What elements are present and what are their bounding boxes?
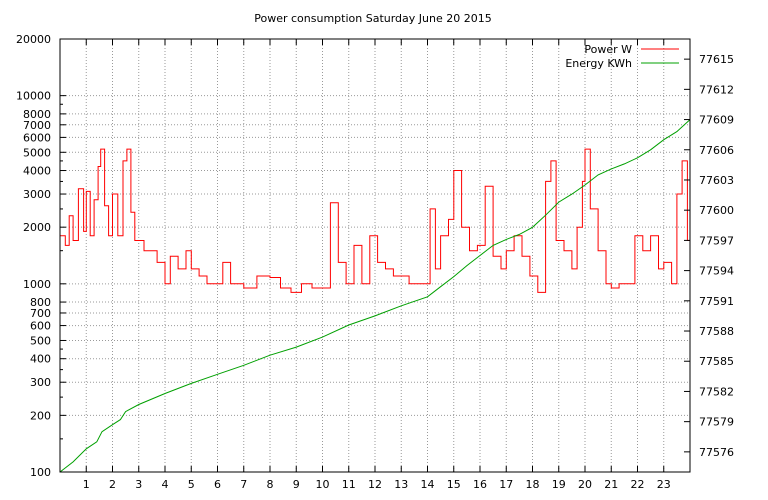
y-tick-label: 400: [30, 353, 51, 366]
series-layer: [59, 119, 691, 473]
x-tick-label: 5: [188, 478, 195, 491]
y-tick-label: 3000: [23, 188, 51, 201]
x-tick-label: 12: [368, 478, 382, 491]
y-tick-label: 10000: [16, 90, 51, 103]
y2-tick-label: 77582: [699, 385, 734, 398]
y2-tick-label: 77609: [699, 114, 734, 127]
y-tick-label: 20000: [16, 33, 51, 46]
x-tick-label: 4: [162, 478, 169, 491]
y2-tick-label: 77606: [699, 144, 734, 157]
x-tick-label: 22: [631, 478, 645, 491]
x-tick-label: 16: [473, 478, 487, 491]
x-tick-label: 9: [293, 478, 300, 491]
y2-tick-label: 77603: [699, 174, 734, 187]
y-tick-label: 5000: [23, 146, 51, 159]
y2-tick-label: 77576: [699, 446, 734, 459]
x-tick-label: 14: [421, 478, 435, 491]
legend: Power W Energy KWh: [565, 43, 679, 70]
y-tick-label: 8000: [23, 108, 51, 121]
y-tick-label: 700: [30, 307, 51, 320]
y-tick-label: 200: [30, 409, 51, 422]
y2-tick-label: 77579: [699, 416, 734, 429]
y-tick-label: 2000: [23, 221, 51, 234]
chart-title: Power consumption Saturday June 20 2015: [254, 12, 491, 25]
x-tick-label: 8: [267, 478, 274, 491]
x-tick-label: 20: [578, 478, 592, 491]
grid: [60, 39, 690, 472]
x-tick-label: 17: [499, 478, 513, 491]
y2-tick-label: 77585: [699, 355, 734, 368]
x-tick-label: 3: [135, 478, 142, 491]
ticks: 1 2 3 4 5 6 7 8 9 10 11 12 13 14 15 16 17 18 19 20 21 22 23100…: [16, 33, 734, 491]
x-tick-label: 2: [109, 478, 116, 491]
y-tick-label: 7000: [23, 119, 51, 132]
y2-tick-label: 77594: [699, 265, 734, 278]
y2-tick-label: 77615: [699, 53, 734, 66]
y-tick-label: 800: [30, 296, 51, 309]
y-tick-label: 6000: [23, 131, 51, 144]
legend-label-power: Power W: [584, 43, 632, 56]
x-tick-label: 18: [526, 478, 540, 491]
y2-tick-label: 77591: [699, 295, 734, 308]
x-tick-label: 21: [604, 478, 618, 491]
x-tick-label: 23: [657, 478, 671, 491]
y2-tick-label: 77612: [699, 83, 734, 96]
legend-label-energy: Energy KWh: [565, 57, 632, 70]
y2-tick-label: 77600: [699, 204, 734, 217]
y-tick-label: 4000: [23, 165, 51, 178]
y2-tick-label: 77588: [699, 325, 734, 338]
y2-tick-label: 77597: [699, 234, 734, 247]
x-tick-label: 10: [316, 478, 330, 491]
series-line-power: [60, 148, 691, 293]
y-tick-label: 1000: [23, 278, 51, 291]
x-tick-label: 7: [240, 478, 247, 491]
x-tick-label: 13: [394, 478, 408, 491]
y-tick-label: 600: [30, 320, 51, 333]
y-tick-label: 500: [30, 334, 51, 347]
x-tick-label: 19: [552, 478, 566, 491]
x-tick-label: 1: [83, 478, 90, 491]
x-tick-label: 6: [214, 478, 221, 491]
series-line-energy: [59, 119, 691, 473]
x-tick-label: 15: [447, 478, 461, 491]
x-tick-label: 11: [342, 478, 356, 491]
y-tick-label: 300: [30, 376, 51, 389]
y-tick-label: 100: [30, 466, 51, 479]
